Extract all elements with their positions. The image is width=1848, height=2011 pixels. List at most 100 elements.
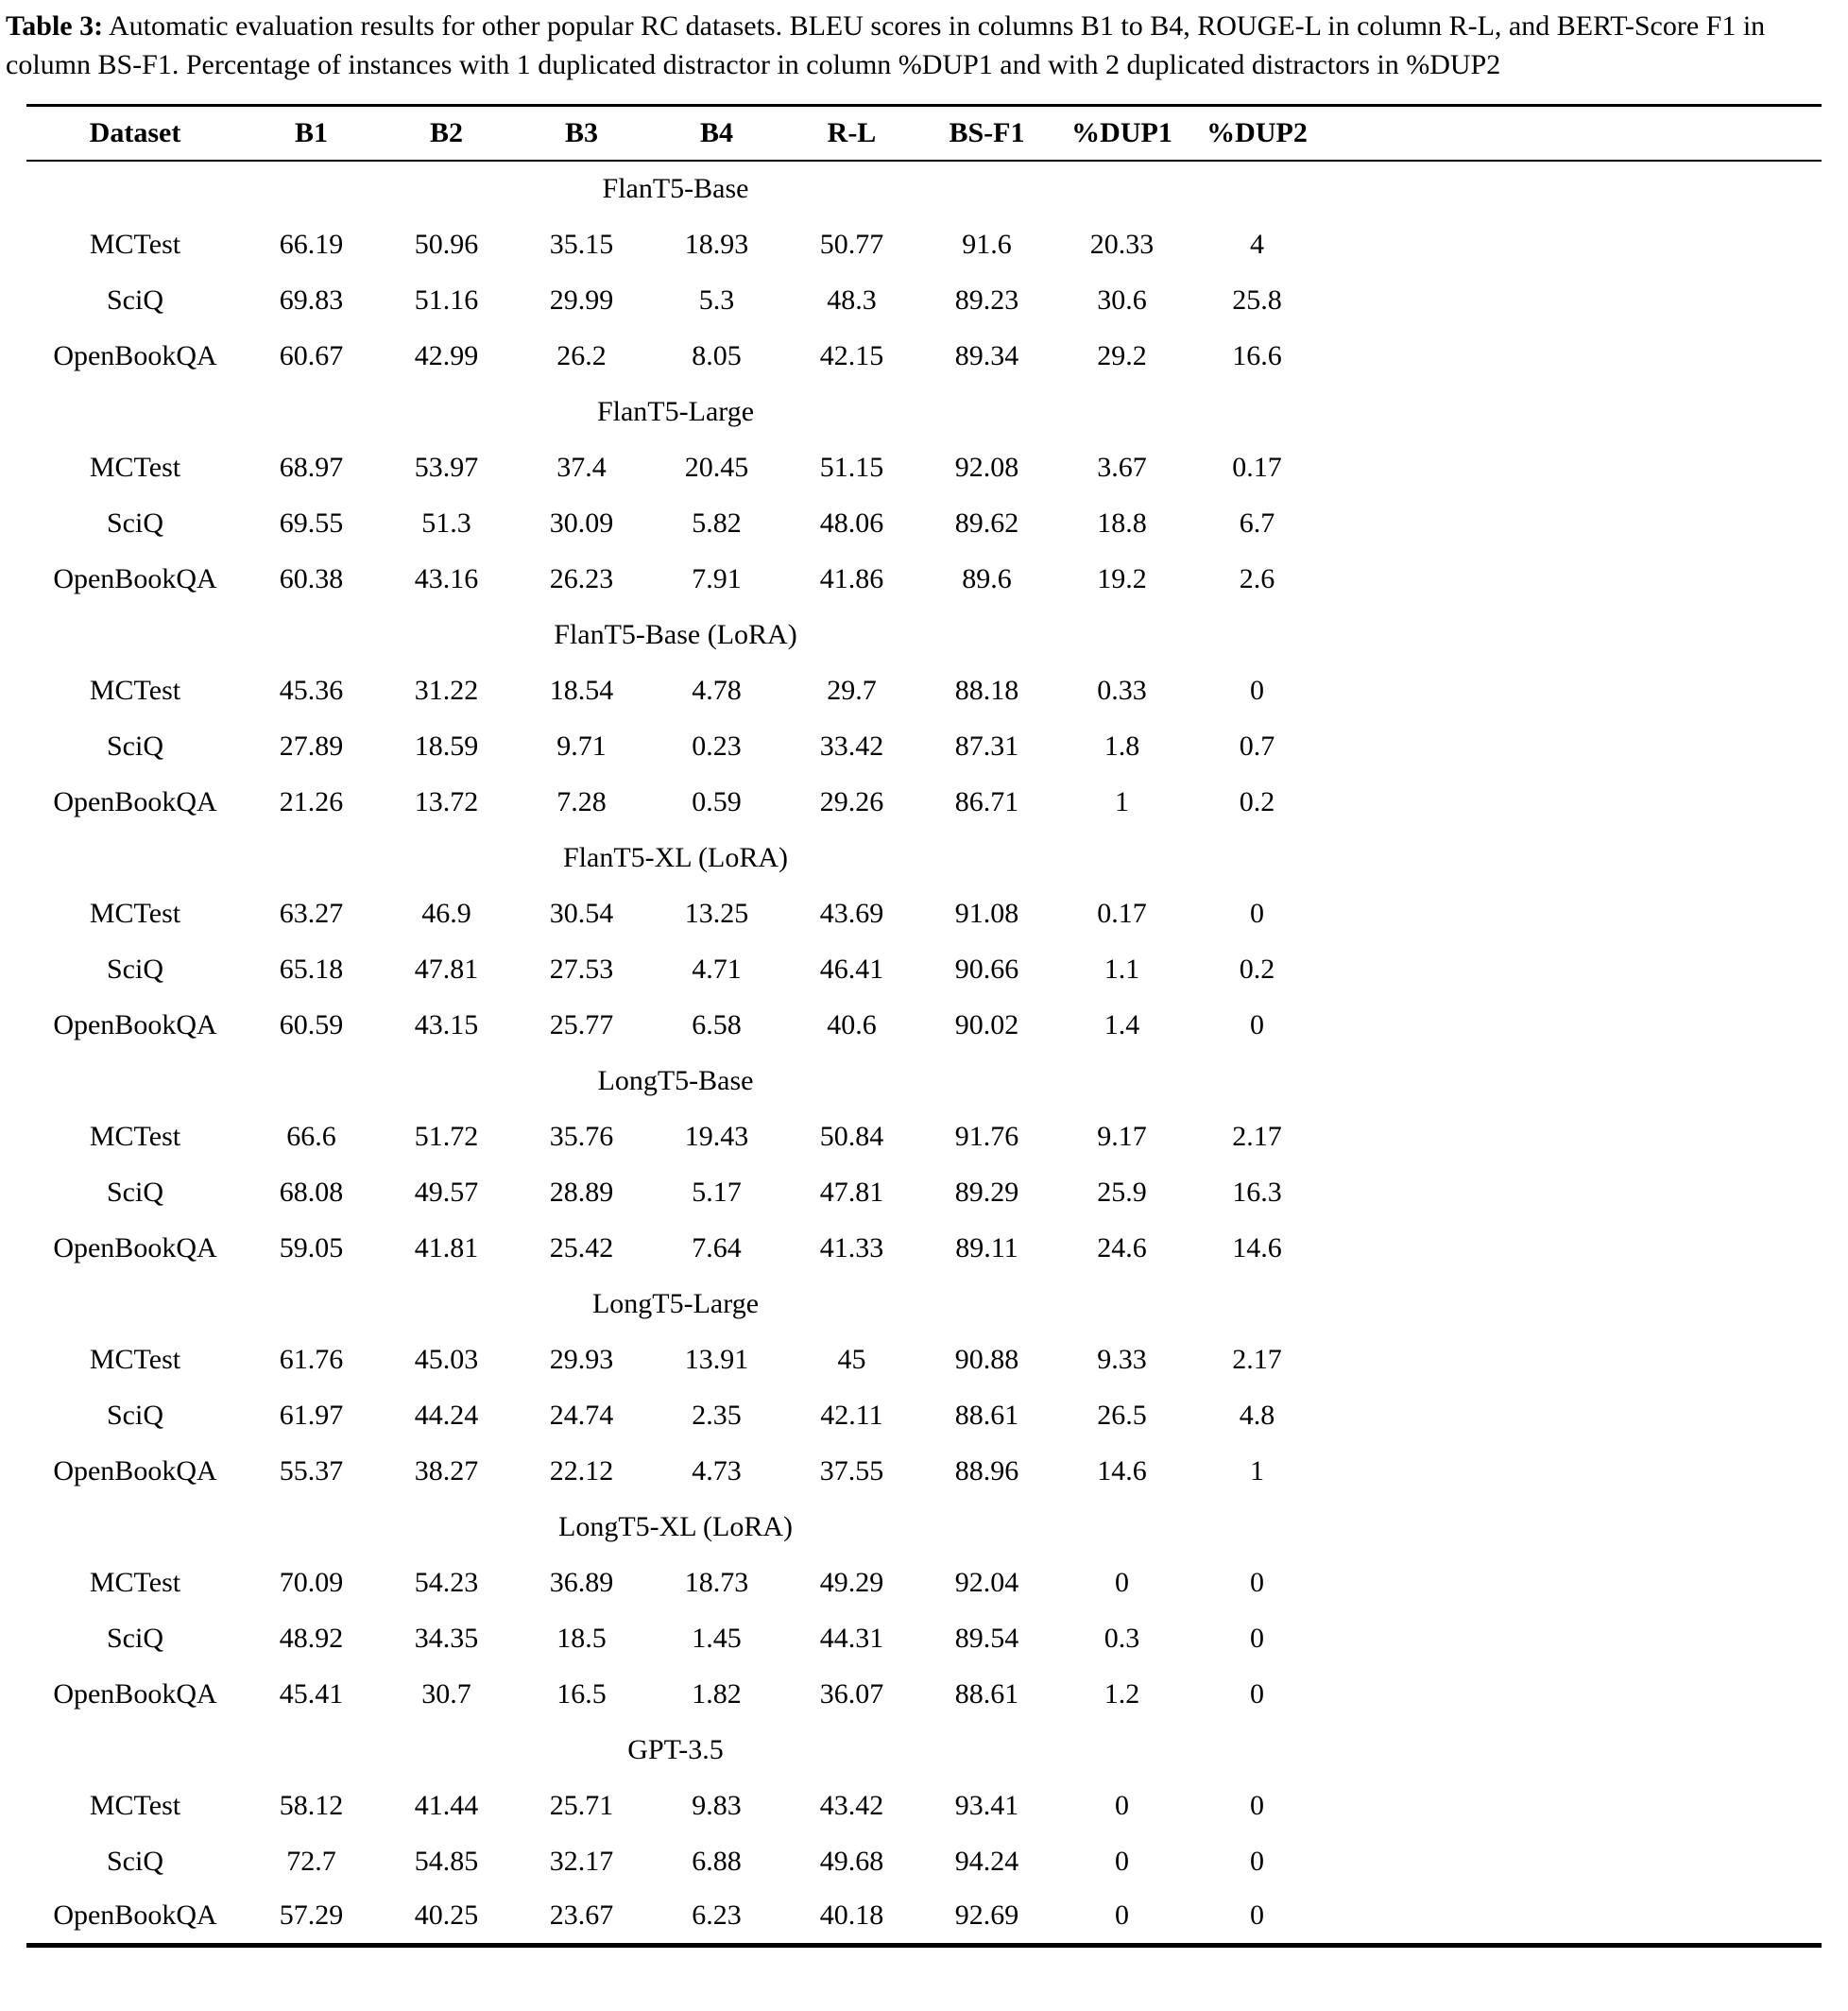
dataset-cell: SciQ	[107, 1176, 163, 1208]
value-cell: 13.91	[684, 1343, 749, 1375]
value-cell: 3.67	[1097, 451, 1147, 483]
value-cell: 45.41	[279, 1677, 344, 1710]
group-title: LongT5-Large	[591, 1287, 760, 1319]
value-cell: 89.62	[954, 507, 1019, 539]
value-cell: 5.3	[698, 284, 735, 316]
dataset-cell: MCTest	[89, 674, 181, 706]
value-cell: 7.91	[692, 562, 742, 594]
value-cell: 45.03	[414, 1343, 479, 1375]
value-cell: 54.85	[414, 1845, 479, 1877]
value-cell: 93.41	[954, 1789, 1019, 1821]
value-cell: 51.3	[421, 507, 471, 539]
spacer-cell	[1325, 495, 1822, 551]
value-cell: 88.61	[954, 1399, 1019, 1431]
table-row: MCTest 68.97 53.97 37.4 20.45 51.15 92.08 3.67 0…	[26, 439, 1822, 495]
value-cell: 94.24	[954, 1845, 1019, 1877]
spacer-cell	[1325, 1164, 1822, 1220]
dataset-cell: MCTest	[89, 228, 181, 260]
value-cell: 43.69	[819, 897, 884, 929]
value-cell: 9.17	[1097, 1120, 1147, 1152]
column-header-b1: B1	[244, 105, 379, 163]
value-cell: 61.76	[279, 1343, 344, 1375]
value-cell: 29.2	[1097, 339, 1147, 371]
value-cell: 90.02	[954, 1008, 1019, 1040]
value-cell: 0	[1115, 1566, 1129, 1598]
value-cell: 26.23	[549, 562, 614, 594]
value-cell: 18.59	[414, 730, 479, 762]
value-cell: 7.64	[692, 1231, 742, 1263]
value-cell: 23.67	[549, 1899, 614, 1932]
dataset-cell: MCTest	[89, 1789, 181, 1821]
value-cell: 57.29	[279, 1899, 344, 1932]
column-header-r-l: R-L	[784, 105, 919, 163]
table-body: FlanT5-Base MCTest 66.19 50.96 35.15 18.93 50.…	[26, 161, 1822, 1945]
group-header-row: LongT5-XL (LoRA)	[26, 1499, 1822, 1555]
value-cell: 47.81	[414, 953, 479, 985]
value-cell: 1.82	[692, 1677, 742, 1710]
spacer-cell	[1325, 272, 1822, 328]
value-cell: 1	[1250, 1454, 1264, 1487]
value-cell: 4.78	[692, 674, 742, 706]
dataset-cell: OpenBookQA	[53, 1899, 217, 1932]
spacer-cell	[1325, 1387, 1822, 1443]
table-row: MCTest 58.12 41.44 25.71 9.83 43.42 93.41 0 0	[26, 1778, 1822, 1833]
spacer-cell	[1325, 607, 1822, 662]
dataset-cell: OpenBookQA	[53, 785, 217, 817]
value-cell: 34.35	[414, 1622, 479, 1654]
value-cell: 35.15	[549, 228, 614, 260]
value-cell: 0	[1250, 1677, 1264, 1710]
spacer-cell	[1325, 161, 1822, 216]
value-cell: 92.08	[954, 451, 1019, 483]
value-cell: 9.71	[556, 730, 607, 762]
value-cell: 21.26	[279, 785, 344, 817]
value-cell: 60.67	[279, 339, 344, 371]
value-cell: 0	[1250, 1899, 1264, 1932]
value-cell: 5.82	[692, 507, 742, 539]
spacer-cell	[1325, 1443, 1822, 1499]
value-cell: 66.19	[279, 228, 344, 260]
value-cell: 18.8	[1097, 507, 1147, 539]
value-cell: 50.84	[819, 1120, 884, 1152]
dataset-cell: SciQ	[107, 1845, 163, 1877]
value-cell: 5.17	[692, 1176, 742, 1208]
value-cell: 69.83	[279, 284, 344, 316]
spacer-cell	[1325, 1610, 1822, 1666]
value-cell: 20.45	[684, 451, 749, 483]
value-cell: 68.97	[279, 451, 344, 483]
group-header-row: FlanT5-Base (LoRA)	[26, 607, 1822, 662]
table-row: SciQ 72.7 54.85 32.17 6.88 49.68 94.24 0 0	[26, 1833, 1822, 1889]
value-cell: 46.41	[819, 953, 884, 985]
value-cell: 30.54	[549, 897, 614, 929]
spacer-cell	[1325, 1499, 1822, 1555]
value-cell: 42.15	[819, 339, 884, 371]
value-cell: 1	[1115, 785, 1129, 817]
table-row: MCTest 66.6 51.72 35.76 19.43 50.84 91.76 9.17 2…	[26, 1109, 1822, 1164]
value-cell: 6.58	[692, 1008, 742, 1040]
value-cell: 8.05	[692, 339, 742, 371]
value-cell: 0	[1250, 897, 1264, 929]
value-cell: 45	[837, 1343, 866, 1375]
dataset-cell: OpenBookQA	[53, 1231, 217, 1263]
value-cell: 29.7	[827, 674, 877, 706]
value-cell: 41.81	[414, 1231, 479, 1263]
value-cell: 18.93	[684, 228, 749, 260]
value-cell: 91.76	[954, 1120, 1019, 1152]
value-cell: 1.4	[1104, 1008, 1140, 1040]
spacer-cell	[1325, 1889, 1822, 1945]
spacer-cell	[1325, 1109, 1822, 1164]
value-cell: 43.42	[819, 1789, 884, 1821]
group-title: FlanT5-Large	[596, 395, 755, 427]
value-cell: 0.17	[1097, 897, 1147, 929]
spacer-cell	[1325, 1722, 1822, 1778]
column-header--dup2: %DUP2	[1189, 105, 1325, 163]
group-title: FlanT5-XL (LoRA)	[562, 841, 788, 873]
spacer-cell	[1325, 1276, 1822, 1332]
value-cell: 40.18	[819, 1899, 884, 1932]
value-cell: 86.71	[954, 785, 1019, 817]
value-cell: 51.15	[819, 451, 884, 483]
value-cell: 41.33	[819, 1231, 884, 1263]
value-cell: 90.88	[954, 1343, 1019, 1375]
value-cell: 59.05	[279, 1231, 344, 1263]
value-cell: 42.11	[820, 1399, 883, 1431]
value-cell: 0	[1115, 1789, 1129, 1821]
